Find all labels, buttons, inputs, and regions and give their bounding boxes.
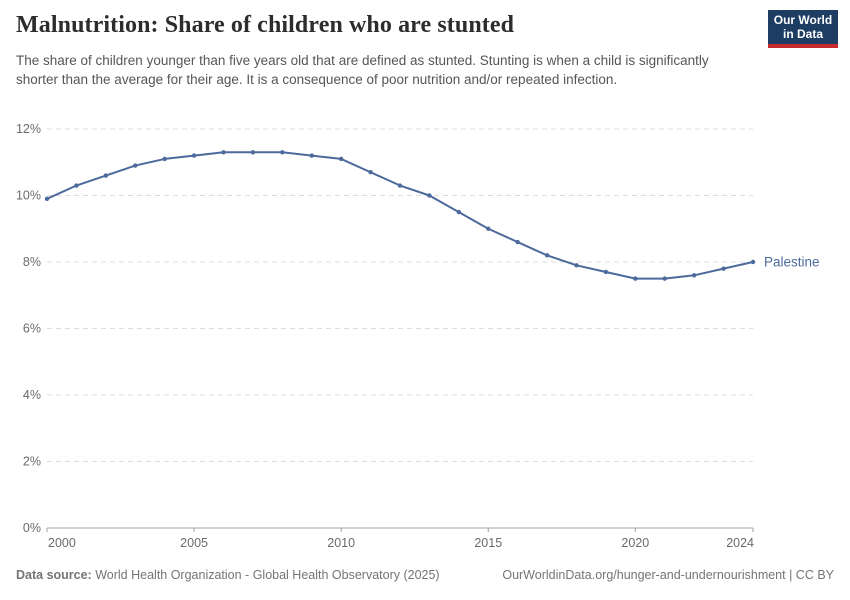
y-axis-tick-label: 0% xyxy=(23,521,41,535)
y-axis-tick-label: 4% xyxy=(23,388,41,402)
data-point-2021[interactable] xyxy=(662,276,667,281)
data-point-2006[interactable] xyxy=(221,150,226,155)
data-source-label: Data source: xyxy=(16,568,92,582)
data-point-2015[interactable] xyxy=(486,226,491,231)
data-point-2020[interactable] xyxy=(633,276,638,281)
x-axis-tick-label: 2024 xyxy=(726,536,754,550)
x-axis-tick-label: 2010 xyxy=(327,536,355,550)
y-axis-tick-label: 10% xyxy=(16,189,41,203)
data-point-2017[interactable] xyxy=(544,253,550,258)
palestine-line[interactable] xyxy=(46,151,754,280)
data-point-2023[interactable] xyxy=(721,266,726,271)
data-point-2011[interactable] xyxy=(368,170,373,175)
data-point-2018[interactable] xyxy=(574,263,579,268)
data-point-2013[interactable] xyxy=(427,193,432,198)
owid-logo-line2: in Data xyxy=(782,27,823,41)
owid-logo-line1: Our World xyxy=(773,13,833,27)
data-point-2002[interactable] xyxy=(103,173,109,178)
data-point-2000[interactable] xyxy=(44,196,50,202)
y-axis-tick-label: 6% xyxy=(23,322,41,336)
chart-subtitle: The share of children younger than five … xyxy=(16,53,709,87)
data-source: Data source: World Health Organization -… xyxy=(16,568,440,582)
data-source-text: World Health Organization - Global Healt… xyxy=(95,568,440,582)
y-axis-tick-label: 2% xyxy=(23,455,41,469)
data-point-2012[interactable] xyxy=(397,183,403,188)
data-point-2007[interactable] xyxy=(250,150,256,155)
x-axis-tick-label: 2005 xyxy=(180,536,208,550)
page-title: Malnutrition: Share of children who are … xyxy=(16,12,515,38)
x-axis-tick-label: 2015 xyxy=(474,536,502,550)
data-point-2003[interactable] xyxy=(133,163,138,168)
x-axis-tick-label: 2020 xyxy=(621,536,649,550)
chart-footer: Data source: World Health Organization -… xyxy=(16,568,834,582)
data-point-2009[interactable] xyxy=(309,153,314,158)
footer-link[interactable]: OurWorldinData.org/hunger-and-undernouri… xyxy=(502,568,834,582)
data-point-2022[interactable] xyxy=(691,273,697,278)
data-point-2014[interactable] xyxy=(456,209,462,215)
data-point-2010[interactable] xyxy=(338,156,344,162)
y-axis-tick-label: 12% xyxy=(16,122,41,136)
license-link[interactable]: OurWorldinData.org/hunger-and-undernouri… xyxy=(502,568,834,582)
series-label-palestine[interactable]: Palestine xyxy=(764,255,820,270)
data-point-2005[interactable] xyxy=(191,153,197,158)
data-point-2004[interactable] xyxy=(162,156,167,162)
data-point-2016[interactable] xyxy=(515,239,520,245)
y-axis-tick-label: 8% xyxy=(23,255,41,269)
data-point-2019[interactable] xyxy=(603,269,609,275)
data-point-2008[interactable] xyxy=(280,150,285,155)
data-point-2001[interactable] xyxy=(74,183,79,188)
data-point-2024[interactable] xyxy=(750,259,756,265)
x-axis-tick-label: 2000 xyxy=(48,536,76,550)
owid-logo[interactable]: Our World in Data xyxy=(768,10,838,48)
